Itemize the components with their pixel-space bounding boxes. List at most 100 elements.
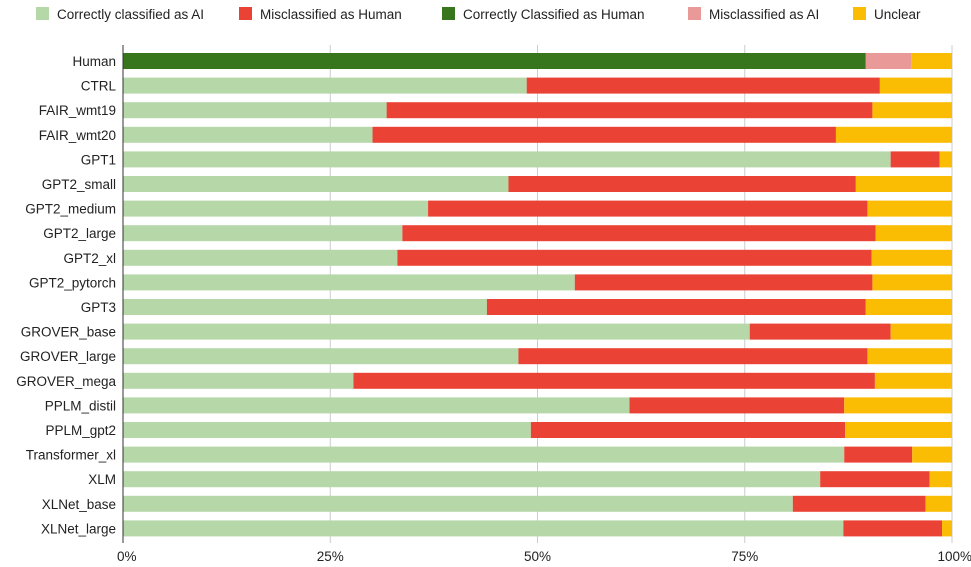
bar-segment-7-4 [875, 225, 952, 242]
legend-label-4: Unclear [874, 7, 921, 22]
category-label-7: GPT2_large [43, 226, 116, 241]
category-label-4: GPT1 [81, 152, 116, 167]
category-label-10: GPT3 [81, 300, 116, 315]
x-tick-label-0: 0% [117, 549, 137, 564]
bar-segment-3-0 [123, 126, 373, 143]
category-label-17: XLM [88, 472, 116, 487]
bar-segment-15-4 [845, 422, 952, 438]
bar-segment-3-4 [835, 126, 952, 143]
category-label-11: GROVER_base [21, 325, 116, 340]
legend-label-0: Correctly classified as AI [57, 7, 204, 22]
bar-segment-2-1 [386, 102, 873, 119]
bar-segment-6-1 [428, 200, 868, 217]
category-label-14: PPLM_distil [45, 398, 116, 413]
category-label-6: GPT2_medium [25, 202, 116, 217]
bar-segment-9-0 [123, 274, 575, 291]
bar-segment-17-0 [123, 471, 821, 488]
bar-segment-13-4 [874, 372, 952, 389]
category-label-3: FAIR_wmt20 [39, 128, 116, 143]
category-label-5: GPT2_small [42, 177, 116, 192]
bar-segment-8-4 [871, 249, 952, 266]
bar-segment-8-0 [123, 249, 398, 266]
legend: Correctly classified as AI Misclassified … [36, 7, 921, 22]
bar-segment-17-1 [820, 471, 930, 488]
bar-segment-12-0 [123, 348, 519, 365]
bar-segment-9-4 [872, 274, 952, 291]
bar-segment-12-1 [518, 348, 868, 365]
legend-label-3: Misclassified as AI [709, 7, 819, 22]
x-tick-label-3: 75% [731, 549, 758, 564]
bar-segment-11-4 [890, 323, 952, 340]
bar-segment-18-4 [925, 495, 952, 512]
legend-swatch-3 [688, 7, 701, 20]
bar-segment-11-0 [123, 323, 750, 340]
bar-segment-6-0 [123, 200, 429, 217]
bar-segment-16-0 [123, 446, 845, 463]
grid-lines [329, 45, 953, 543]
category-labels: Human CTRL FAIR_wmt19 FAIR_wmt20 GPT1 GPT2_sm… [16, 54, 116, 536]
bar-segment-3-1 [372, 126, 836, 143]
legend-swatch-4 [853, 7, 866, 20]
bar-segment-17-4 [929, 471, 952, 488]
bar-segment-0-3 [865, 53, 912, 69]
bar-segment-7-0 [123, 225, 403, 242]
legend-label-2: Correctly Classified as Human [463, 7, 645, 22]
bar-segment-10-1 [486, 299, 866, 315]
category-label-0: Human [72, 54, 116, 69]
bar-segment-13-1 [353, 372, 875, 389]
legend-label-1: Misclassified as Human [260, 7, 402, 22]
bar-segment-14-4 [844, 397, 952, 414]
bar-segment-19-1 [843, 520, 943, 537]
bar-segment-18-1 [792, 495, 926, 512]
category-label-13: GROVER_mega [16, 374, 116, 389]
bar-segment-6-4 [867, 200, 952, 217]
bar-segment-16-1 [844, 446, 913, 463]
category-label-18: XLNet_base [42, 497, 116, 512]
bar-segment-5-0 [123, 176, 509, 192]
category-label-15: PPLM_gpt2 [45, 423, 116, 438]
category-label-12: GROVER_large [20, 349, 116, 364]
bar-segment-2-4 [872, 102, 952, 119]
bar-segment-1-0 [123, 77, 527, 94]
bar-segment-10-4 [865, 299, 952, 315]
bar-segment-1-1 [526, 77, 880, 94]
category-label-16: Transformer_xl [26, 448, 116, 463]
bar-segment-10-0 [123, 299, 487, 315]
bars [123, 53, 952, 537]
bar-segment-1-4 [879, 77, 952, 94]
legend-swatch-2 [442, 7, 455, 20]
bar-segment-18-0 [123, 495, 793, 512]
bar-segment-16-4 [912, 446, 952, 463]
bar-segment-15-0 [123, 422, 531, 438]
bar-segment-9-1 [574, 274, 873, 291]
bar-segment-7-1 [402, 225, 876, 242]
bar-segment-2-0 [123, 102, 387, 119]
category-label-9: GPT2_pytorch [29, 275, 116, 290]
legend-swatch-0 [36, 7, 49, 20]
legend-swatch-1 [239, 7, 252, 20]
bar-segment-8-1 [397, 249, 872, 266]
bar-segment-12-4 [867, 348, 952, 365]
bar-segment-4-4 [939, 151, 952, 168]
bar-segment-0-2 [123, 53, 866, 69]
x-tick-label-2: 50% [524, 549, 551, 564]
bar-segment-15-1 [530, 422, 846, 438]
bar-segment-5-4 [855, 176, 952, 192]
bar-segment-19-0 [123, 520, 844, 537]
x-tick-label-4: 100% [937, 549, 971, 564]
x-axis-ticks: 0% 25% 50% 75% 100% [117, 549, 971, 564]
bar-segment-4-1 [890, 151, 940, 168]
bar-segment-19-4 [942, 520, 952, 537]
category-label-2: FAIR_wmt19 [39, 103, 116, 118]
bar-segment-14-0 [123, 397, 630, 414]
bar-segment-14-1 [629, 397, 845, 414]
bar-segment-0-4 [911, 53, 952, 69]
category-label-8: GPT2_xl [63, 251, 116, 266]
category-label-1: CTRL [81, 79, 117, 94]
bar-segment-4-0 [123, 151, 891, 168]
x-tick-label-1: 25% [317, 549, 344, 564]
bar-segment-13-0 [123, 372, 354, 389]
bar-segment-11-1 [749, 323, 891, 340]
category-label-19: XLNet_large [41, 521, 116, 536]
